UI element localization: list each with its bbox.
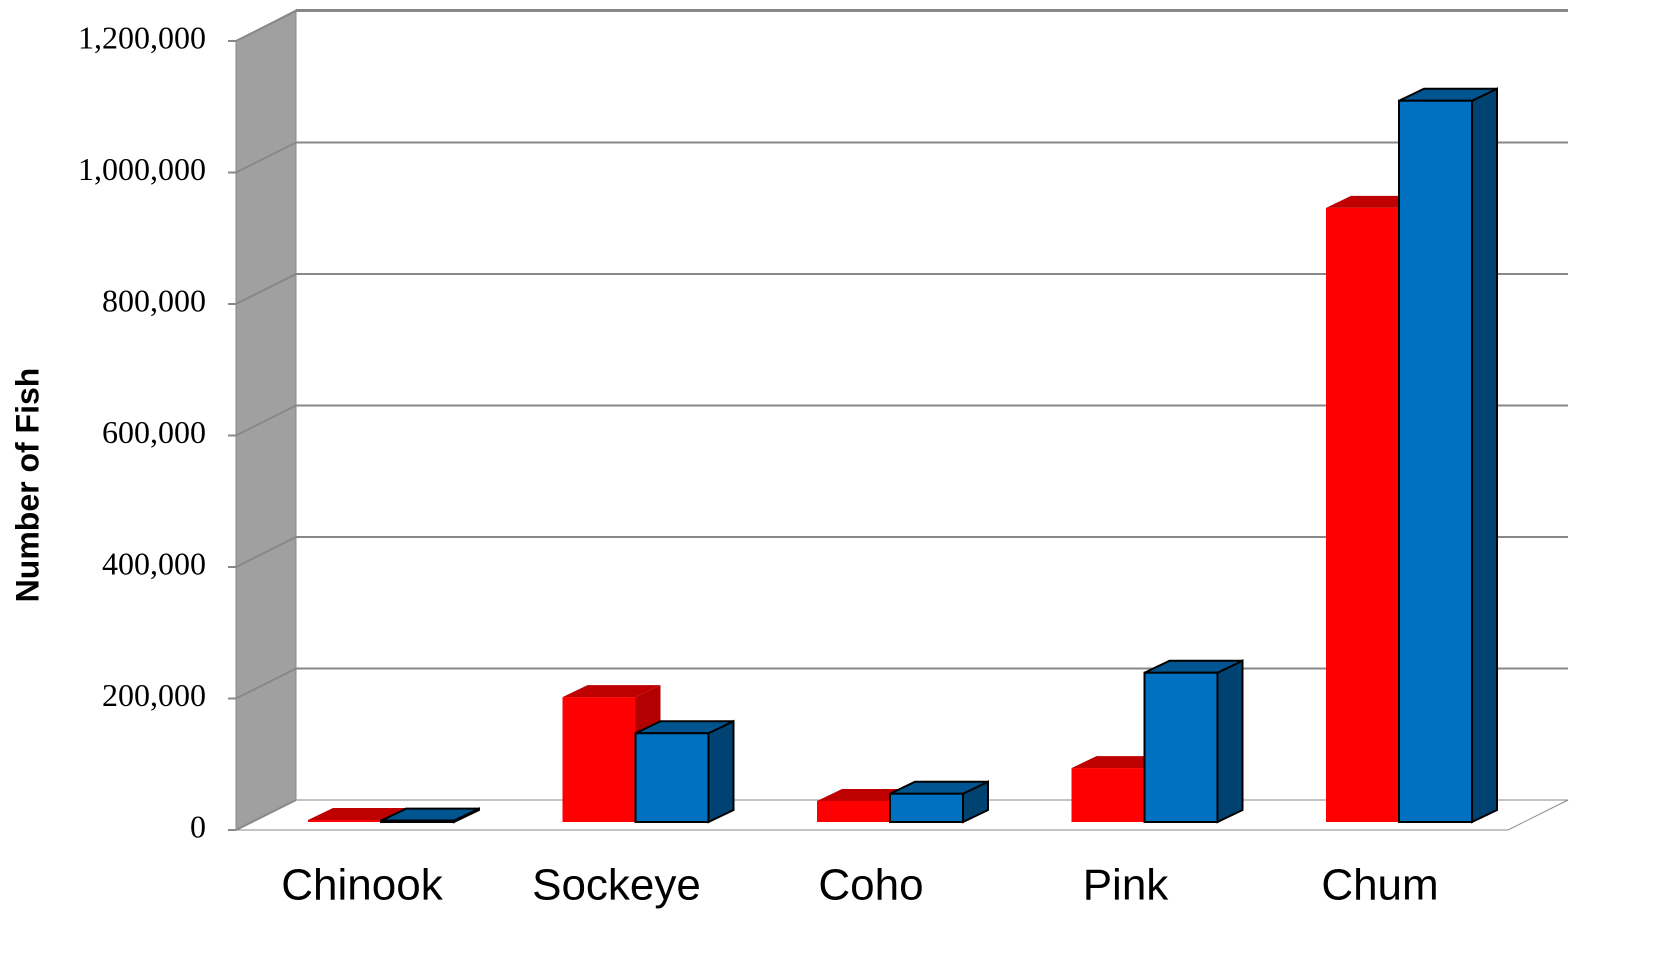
y-axis-title: Number of Fish: [9, 368, 45, 603]
y-tick-label: 1,000,000: [78, 151, 206, 187]
bar: [817, 800, 890, 822]
bar: [1143, 671, 1219, 823]
grid-line: [235, 404, 297, 437]
grid-line: [235, 667, 297, 700]
y-tick-label: 400,000: [102, 545, 206, 581]
y-tick-label: 600,000: [102, 414, 206, 450]
bar: [634, 732, 710, 823]
bar-side: [707, 719, 735, 824]
y-tick-label: 800,000: [102, 282, 206, 318]
y-tick-label: 200,000: [102, 677, 206, 713]
bar: [1071, 768, 1145, 822]
bar-top: [562, 685, 661, 698]
grid-line: [235, 536, 297, 568]
bar-side: [1216, 659, 1244, 824]
x-tick-label: Chinook: [281, 861, 443, 910]
grid-line: [235, 141, 297, 174]
bar: [308, 820, 381, 822]
x-tick-label: Pink: [1083, 861, 1170, 910]
grid-line: [235, 799, 297, 831]
bar: [1326, 207, 1399, 822]
grid-line: [235, 273, 297, 305]
y-tick-label: 0: [190, 808, 206, 844]
x-tick-label: Chum: [1321, 861, 1438, 910]
bar: [889, 792, 964, 823]
x-tick-label: Sockeye: [532, 861, 701, 910]
y-tick-label: 1,200,000: [78, 19, 206, 55]
bar-side: [1471, 87, 1498, 824]
bar: [380, 819, 455, 823]
bar: [562, 697, 636, 822]
grid-line: [235, 10, 297, 42]
bar-top: [308, 808, 406, 821]
x-tick-label: Coho: [818, 861, 923, 910]
bar: [1398, 99, 1473, 824]
